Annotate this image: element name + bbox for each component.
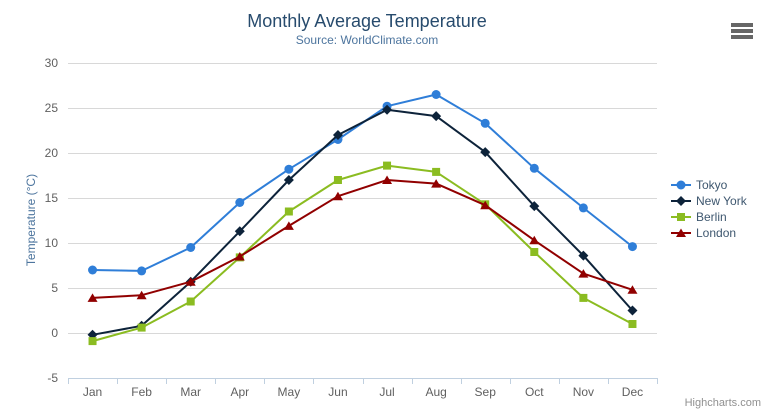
- data-point-new-york-dec[interactable]: [627, 305, 638, 316]
- x-axis-label-aug: Aug: [425, 385, 446, 399]
- data-point-berlin-oct[interactable]: [530, 248, 539, 256]
- data-point-london-sep[interactable]: [480, 200, 491, 210]
- legend: Tokyo New York Berlin London: [671, 177, 747, 241]
- x-axis-label-jan: Jan: [83, 385, 102, 399]
- data-point-london-jul[interactable]: [382, 175, 393, 185]
- data-point-tokyo-jan[interactable]: [88, 265, 98, 275]
- legend-marker-triangle-icon: [671, 228, 691, 238]
- legend-symbol-berlin[interactable]: [677, 213, 685, 221]
- legend-marker-diamond-icon: [671, 196, 691, 206]
- y-axis-label: 20: [45, 146, 59, 160]
- legend-symbol-new-york[interactable]: [676, 196, 686, 206]
- data-point-new-york-jul[interactable]: [382, 104, 393, 115]
- data-point-new-york-sep[interactable]: [480, 147, 491, 158]
- legend-item-berlin[interactable]: Berlin: [671, 209, 747, 225]
- y-axis-label: 5: [51, 281, 58, 295]
- data-point-new-york-aug[interactable]: [431, 111, 442, 122]
- menu-bar: [731, 35, 753, 39]
- x-axis-label-dec: Dec: [622, 385, 643, 399]
- data-point-berlin-jul[interactable]: [383, 161, 392, 170]
- x-axis-label-may: May: [278, 385, 301, 399]
- menu-bar: [731, 29, 753, 33]
- series-line-berlin[interactable]: [91, 164, 634, 343]
- data-point-new-york-nov[interactable]: [578, 250, 589, 261]
- data-point-new-york-oct[interactable]: [529, 201, 540, 212]
- data-point-tokyo-feb[interactable]: [137, 266, 147, 276]
- data-point-london-jan[interactable]: [87, 293, 98, 302]
- legend-item-tokyo[interactable]: Tokyo: [671, 177, 747, 193]
- data-point-berlin-jun[interactable]: [333, 176, 342, 184]
- x-axis-label-oct: Oct: [525, 385, 544, 399]
- x-axis-label-sep: Sep: [475, 385, 497, 399]
- legend-label: New York: [696, 194, 747, 208]
- y-axis-label: 10: [45, 236, 59, 250]
- data-point-berlin-mar[interactable]: [186, 297, 195, 306]
- data-point-london-dec[interactable]: [627, 285, 638, 294]
- data-point-london-aug[interactable]: [431, 179, 442, 188]
- data-point-berlin-feb[interactable]: [137, 323, 146, 332]
- chart-title: Monthly Average Temperature: [247, 11, 487, 31]
- x-axis-label-nov: Nov: [573, 385, 594, 399]
- series-line-tokyo[interactable]: [91, 93, 634, 272]
- data-point-tokyo-sep[interactable]: [480, 118, 490, 128]
- credits-link[interactable]: Highcharts.com: [684, 397, 761, 409]
- data-point-berlin-jan[interactable]: [88, 337, 97, 346]
- legend-item-new-york[interactable]: New York: [671, 193, 747, 209]
- menu-bar: [731, 23, 753, 27]
- legend-item-london[interactable]: London: [671, 225, 747, 241]
- series-line-new-york[interactable]: [91, 108, 634, 336]
- x-axis-label-apr: Apr: [230, 385, 249, 399]
- legend-label: Tokyo: [696, 178, 728, 192]
- data-point-london-nov[interactable]: [578, 269, 589, 278]
- legend-symbol-london[interactable]: [676, 228, 686, 238]
- data-point-new-york-may[interactable]: [283, 175, 294, 185]
- legend-marker-circle-icon: [671, 180, 691, 190]
- data-point-berlin-nov[interactable]: [579, 293, 588, 302]
- data-point-berlin-dec[interactable]: [628, 320, 637, 328]
- legend-label: London: [696, 226, 737, 240]
- data-point-berlin-aug[interactable]: [432, 167, 441, 176]
- y-axis-label: 15: [45, 191, 59, 205]
- y-axis-label: -5: [47, 371, 58, 385]
- export-menu-icon[interactable]: [731, 23, 753, 39]
- data-point-london-feb[interactable]: [136, 290, 147, 300]
- data-point-london-jun[interactable]: [332, 191, 343, 201]
- data-point-tokyo-nov[interactable]: [578, 203, 588, 213]
- data-point-berlin-may[interactable]: [284, 207, 293, 216]
- y-axis-label: 30: [45, 56, 59, 70]
- data-point-tokyo-apr[interactable]: [235, 198, 245, 207]
- y-axis-label: 0: [51, 326, 58, 340]
- legend-marker-square-icon: [671, 213, 691, 221]
- x-axis-label-mar: Mar: [180, 385, 201, 399]
- x-axis-label-feb: Feb: [131, 385, 152, 399]
- y-axis-title: Temperature (°C): [24, 173, 38, 267]
- x-axis-label-jul: Jul: [379, 385, 394, 399]
- x-axis-label-jun: Jun: [328, 385, 347, 399]
- data-point-london-apr[interactable]: [234, 252, 245, 261]
- data-point-tokyo-dec[interactable]: [627, 242, 637, 252]
- data-point-new-york-apr[interactable]: [234, 226, 245, 237]
- legend-label: Berlin: [696, 210, 727, 224]
- y-axis-label: 25: [45, 101, 59, 115]
- data-point-london-oct[interactable]: [529, 235, 540, 245]
- data-point-tokyo-mar[interactable]: [186, 243, 196, 252]
- data-point-tokyo-oct[interactable]: [529, 163, 539, 173]
- chart-subtitle: Source: WorldClimate.com: [295, 33, 439, 47]
- data-point-new-york-jun[interactable]: [332, 130, 343, 140]
- data-point-tokyo-aug[interactable]: [431, 90, 441, 99]
- data-point-london-mar[interactable]: [185, 277, 196, 286]
- data-point-tokyo-may[interactable]: [284, 164, 294, 174]
- legend-symbol-tokyo[interactable]: [676, 180, 686, 190]
- data-point-london-may[interactable]: [283, 221, 294, 230]
- series-line-london[interactable]: [91, 179, 634, 299]
